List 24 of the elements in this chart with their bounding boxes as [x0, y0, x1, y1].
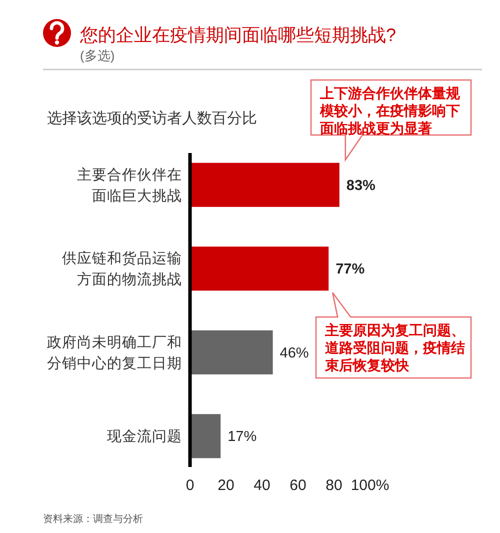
data-label: 46% — [280, 345, 309, 362]
y-tick-label: 主要合作伙伴在面临巨大挑战 — [77, 166, 182, 204]
data-label: 77% — [336, 262, 365, 278]
annotation: 主要原因为复工问题、道路受阻问题，疫情结束后恢复较快 — [324, 322, 465, 373]
text: 上下游合作伙伴体量规模较小，在疫情影响下面临挑战更为显著 — [319, 85, 461, 136]
data-label: 17% — [228, 429, 257, 446]
y-tick-label: 现金流问题 — [107, 428, 182, 446]
bar — [190, 246, 329, 291]
text: 资料来源：调查与分析 — [43, 513, 143, 525]
x-tick-label: 0 — [186, 477, 194, 494]
y-tick-label: 政府尚未明确工厂和分销中心的复工日期 — [47, 334, 182, 372]
bar — [190, 162, 340, 207]
y-tick-label: 供应链和货品运输方面的物流挑战 — [62, 250, 182, 288]
x-tick-label: 20 — [218, 477, 234, 494]
data-label: 83% — [346, 178, 376, 194]
x-axis-title: 选择该选项的受访者人数百分比 — [47, 110, 257, 127]
chart-subtitle: (多选) — [80, 48, 115, 63]
bar — [190, 414, 221, 458]
x-tick-label: 100% — [350, 477, 390, 494]
x-tick-label: 60 — [290, 477, 306, 494]
bar — [190, 330, 273, 374]
x-tick-label: 80 — [326, 477, 342, 494]
chart-title: 您的企业在疫情期间面临哪些短期挑战? — [79, 25, 396, 45]
x-tick-label: 40 — [254, 477, 270, 494]
